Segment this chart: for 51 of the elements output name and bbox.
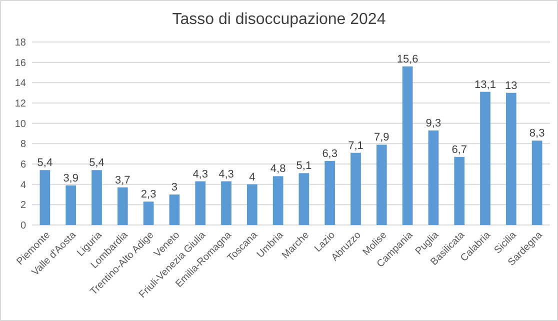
bar [195, 181, 206, 225]
chart-title: Tasso di disoccupazione 2024 [172, 11, 386, 28]
bar [246, 184, 258, 225]
bar [532, 140, 542, 225]
bar [117, 187, 128, 225]
bar [40, 170, 50, 225]
data-label: 3,9 [63, 172, 78, 184]
y-tick-label: 10 [14, 118, 26, 130]
bar [506, 92, 516, 225]
bar [454, 156, 465, 225]
data-label: 4,3 [218, 168, 234, 180]
y-tick-label: 0 [20, 220, 26, 232]
y-tick-label: 8 [20, 139, 26, 150]
data-label: 5,4 [89, 157, 104, 170]
bar [324, 160, 336, 225]
data-label: 6,3 [322, 148, 338, 160]
y-tick-label: 2 [20, 200, 26, 212]
data-label: 2,3 [140, 188, 156, 201]
y-tick-label: 4 [20, 180, 26, 191]
bar [66, 185, 76, 225]
bar [350, 152, 361, 225]
y-tick-label: 14 [14, 78, 26, 90]
data-label: 3 [171, 182, 178, 194]
data-label: 13 [505, 80, 518, 92]
bar [298, 173, 310, 225]
y-tick-label: 16 [14, 58, 26, 69]
data-label: 8,3 [529, 128, 545, 140]
bar [480, 92, 490, 225]
y-tick-label: 6 [20, 160, 26, 170]
bar [428, 130, 439, 225]
data-label: 7,9 [374, 132, 390, 144]
bar [221, 181, 232, 225]
data-label: 4,3 [192, 168, 208, 180]
data-label: 5,4 [37, 157, 53, 170]
data-label: 4,8 [270, 163, 286, 176]
y-tick-label: 18 [14, 38, 26, 48]
bar [402, 66, 413, 225]
bar [143, 202, 154, 225]
data-label: 15,6 [396, 53, 418, 66]
data-label: 7,1 [348, 140, 364, 152]
data-label: 4 [249, 171, 256, 184]
bar [376, 144, 387, 225]
data-label: 3,7 [115, 174, 130, 186]
data-label: 9,3 [426, 117, 442, 130]
data-label: 5,1 [296, 160, 312, 172]
y-tick-label: 12 [14, 98, 26, 110]
bar [169, 194, 180, 225]
data-label: 13,1 [474, 78, 496, 91]
bar [92, 170, 102, 225]
bar [272, 176, 284, 225]
data-label: 6,7 [452, 144, 467, 156]
